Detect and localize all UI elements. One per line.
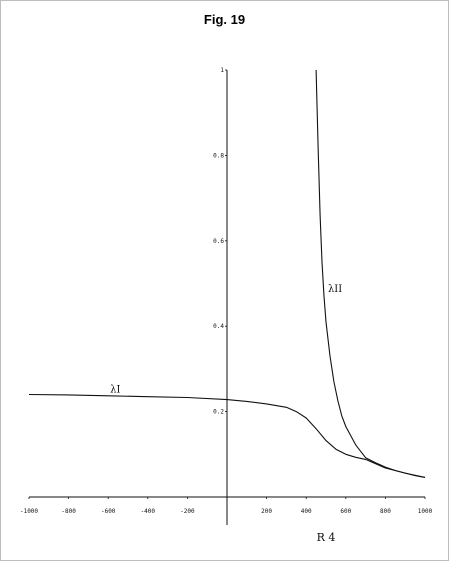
x-tick-label: 600 — [340, 508, 351, 515]
x-tick-label: -200 — [180, 508, 195, 515]
y-tick-label: 0.2 — [213, 409, 224, 416]
y-tick-label: 1 — [220, 67, 224, 74]
series-group — [28, 69, 426, 478]
x-tick-label: 800 — [380, 508, 391, 515]
axes — [29, 70, 425, 525]
series-line-lambda-i — [28, 393, 426, 478]
curve-label-lambda-i: λI — [110, 384, 120, 395]
curve-label-lambda-ii: λII — [328, 284, 342, 295]
y-tick-label: 0.6 — [213, 238, 224, 245]
y-ticks: 0.2 0.4 0.6 0.8 1 — [213, 67, 227, 416]
y-tick-label: 0.8 — [213, 152, 224, 159]
y-tick-label: 0.4 — [213, 323, 224, 330]
figure-title: Fig. 19 — [203, 12, 246, 27]
x-tick-label: -400 — [141, 508, 156, 515]
x-axis-label: R 4 — [317, 531, 336, 544]
series-line-lambda-ii — [315, 69, 426, 478]
x-tick-label: -1000 — [20, 508, 38, 515]
labels-group: R 4 λII λI — [110, 284, 342, 544]
x-ticks: -1000 -800 -600 -400 -200 200 400 600 800 1000 — [20, 497, 433, 515]
x-tick-label: -800 — [61, 508, 76, 515]
x-tick-label: -600 — [101, 508, 116, 515]
x-tick-label: 1000 — [418, 508, 433, 515]
x-tick-label: 200 — [261, 508, 272, 515]
x-tick-label: 400 — [301, 508, 312, 515]
